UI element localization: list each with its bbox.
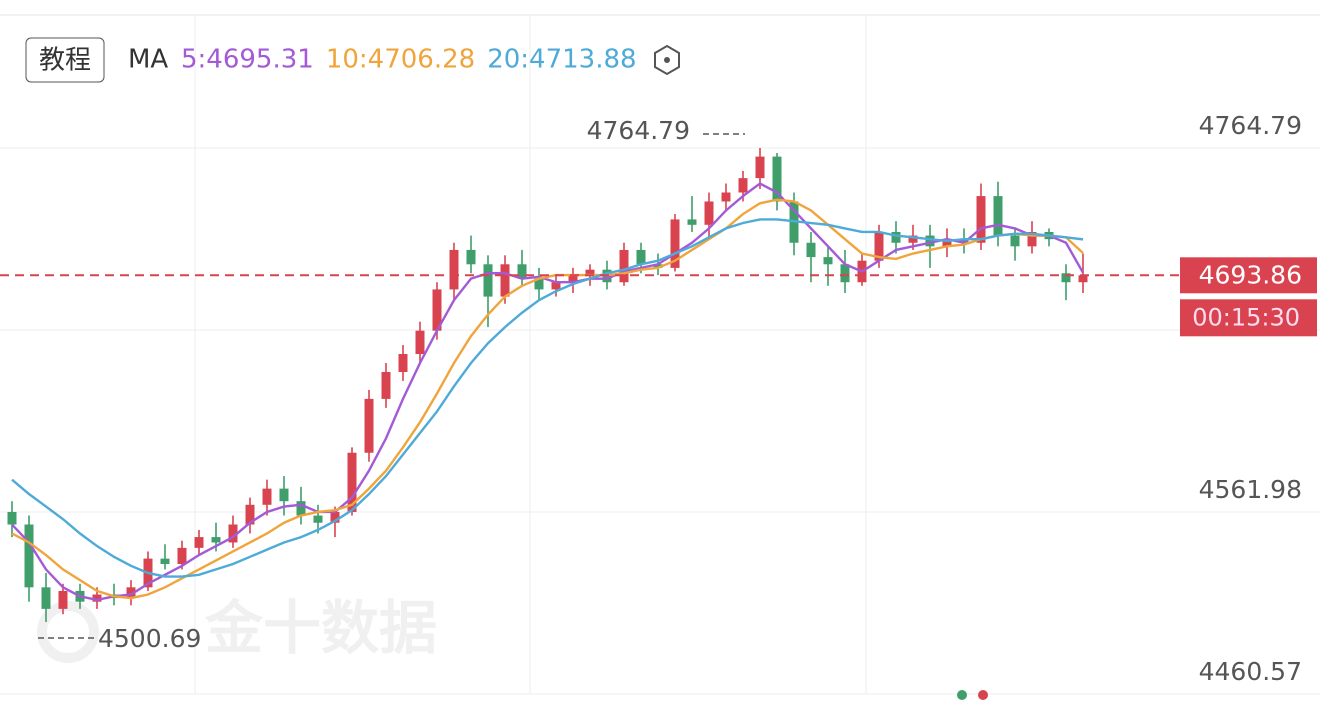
candle-body <box>806 242 816 258</box>
plot: 4764.79 4561.98 4460.57 4764.79 4500.69 <box>0 111 1320 695</box>
candle-body <box>279 488 289 502</box>
candle-body <box>483 264 493 297</box>
candle-body <box>959 239 969 243</box>
candle-body <box>517 264 527 279</box>
candle-body <box>755 156 765 179</box>
candle-body <box>687 219 697 225</box>
candle-body <box>840 264 850 283</box>
countdown-label: 00:15:30 <box>1192 303 1300 331</box>
candle-body <box>92 594 102 602</box>
ma-line <box>11 198 1084 600</box>
candle-body <box>228 524 238 543</box>
candle-body <box>381 371 391 399</box>
candle-body <box>160 558 170 565</box>
candle-body <box>874 231 884 261</box>
watermark: 金十数据 <box>205 594 437 662</box>
legend-entry: 20:4713.88 <box>487 45 636 75</box>
candle-body <box>670 219 680 268</box>
tutorial-label[interactable]: 教程 <box>39 46 91 76</box>
candle-body <box>24 524 34 588</box>
candle-body <box>126 587 136 599</box>
legend-entry: 10:4706.28 <box>326 45 475 75</box>
candle-body <box>347 452 357 512</box>
candle-body <box>891 231 901 243</box>
price-tag <box>1180 257 1317 294</box>
ma-line <box>11 218 1084 578</box>
candle-body <box>721 192 731 202</box>
candle-body <box>262 488 272 505</box>
settings-icon[interactable] <box>654 44 680 76</box>
candle-body <box>1027 231 1037 247</box>
candle-body <box>976 196 986 243</box>
candle-body <box>177 547 187 565</box>
candle-body <box>568 275 578 283</box>
page-dot <box>978 690 988 700</box>
ma-line <box>11 182 1085 602</box>
candle-body <box>636 249 646 265</box>
candle-body <box>194 537 204 548</box>
y-tick-label: 4460.57 <box>1199 657 1302 686</box>
candle-body <box>925 235 935 247</box>
candle-body <box>908 235 918 243</box>
candle-body <box>245 504 255 525</box>
candle-body <box>1061 273 1071 283</box>
candle-body <box>415 330 425 355</box>
candle-body <box>211 537 221 543</box>
candle-body <box>313 515 323 523</box>
candle-body <box>993 196 1003 236</box>
y-tick-label: 4764.79 <box>1199 111 1302 140</box>
candle-body <box>772 156 782 202</box>
candle-body <box>551 282 561 290</box>
candle-body <box>585 269 595 276</box>
page-dot <box>957 690 967 700</box>
candle-body <box>58 590 68 609</box>
candle-body <box>704 201 714 225</box>
tutorial-button[interactable] <box>25 37 105 83</box>
settings-icon-dot <box>664 57 670 63</box>
candle-body <box>823 257 833 265</box>
candle-body <box>653 264 663 268</box>
candle-body <box>7 511 17 525</box>
candle-body <box>942 239 952 247</box>
candle-body <box>296 501 306 516</box>
indicator-label: MA <box>128 45 168 75</box>
candle-body <box>432 289 442 331</box>
candle-body <box>364 398 374 453</box>
candle-body <box>534 278 544 290</box>
candle-body <box>466 249 476 265</box>
candle-body <box>41 587 51 609</box>
candle-body <box>1078 275 1088 283</box>
price-tag-label: 4693.86 <box>1199 260 1302 289</box>
min-label: 4500.69 <box>98 624 201 653</box>
candle-body <box>1010 235 1020 247</box>
candle-body <box>500 264 510 297</box>
candle-body <box>330 511 340 523</box>
candle-body <box>738 178 748 193</box>
countdown-tag <box>1180 299 1317 337</box>
legend-entry: 5:4695.31 <box>181 45 314 75</box>
watermark-logo <box>37 601 99 663</box>
max-label: 4764.79 <box>587 116 690 145</box>
candle-body <box>398 354 408 372</box>
candle-body <box>449 249 459 290</box>
candle-body <box>619 249 629 283</box>
legend: 5:4695.31 10:4706.28 20:4713.88 <box>181 45 637 75</box>
y-tick-label: 4561.98 <box>1199 475 1302 504</box>
